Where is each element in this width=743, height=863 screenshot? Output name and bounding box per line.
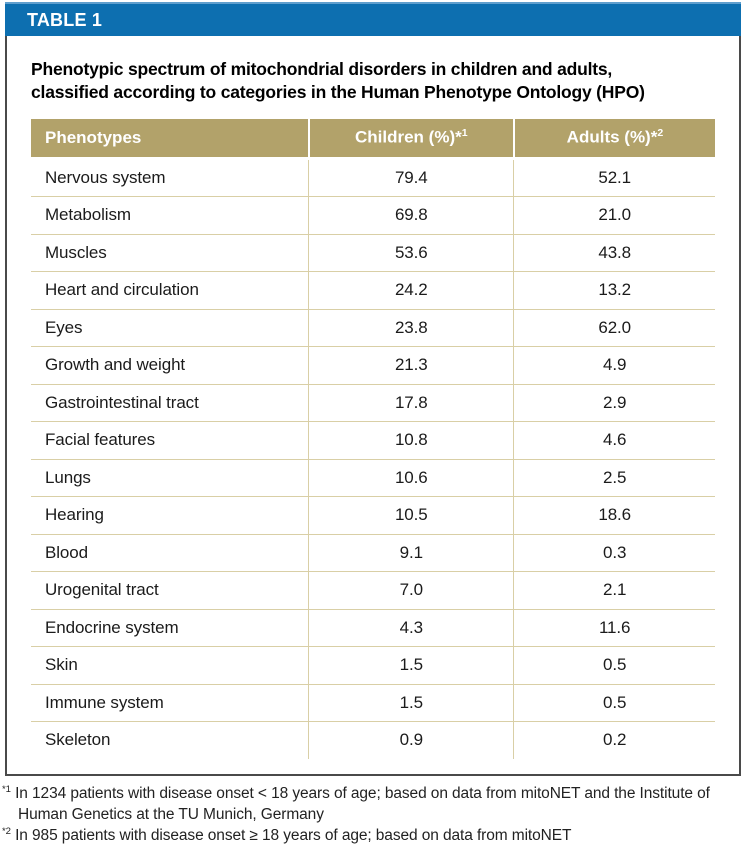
adults-value-cell: 62.0 — [513, 308, 715, 347]
table-row: Heart and circulation 24.2 13.2 — [31, 271, 715, 309]
children-value-cell: 1.5 — [308, 683, 514, 722]
adults-value-cell: 2.1 — [513, 571, 715, 609]
table-row: Facial features 10.8 4.6 — [31, 421, 715, 459]
phenotype-cell: Eyes — [31, 308, 309, 347]
table-row: Blood 9.1 0.3 — [31, 533, 715, 572]
table-title-line1: Phenotypic spectrum of mitochondrial dis… — [31, 59, 613, 79]
column-header-label: Adults (%)* — [566, 127, 658, 147]
adults-value-cell: 2.5 — [513, 458, 715, 497]
adults-value-cell: 52.1 — [513, 158, 715, 197]
footnote-marker: *1 — [2, 783, 11, 795]
phenotype-cell: Urogenital tract — [31, 571, 309, 609]
children-value-cell: 17.8 — [308, 383, 514, 422]
children-value-cell: 10.6 — [308, 458, 514, 497]
children-value-cell: 53.6 — [308, 233, 514, 272]
adults-value-cell: 13.2 — [513, 271, 715, 309]
adults-value-cell: 43.8 — [513, 233, 715, 272]
table-row: Endocrine system 4.3 11.6 — [31, 608, 715, 647]
column-header-label: Phenotypes — [45, 127, 142, 147]
adults-value-cell: 0.5 — [513, 646, 715, 684]
table-row: Gastrointestinal tract 17.8 2.9 — [31, 383, 715, 422]
phenotype-cell: Immune system — [31, 683, 309, 722]
children-value-cell: 24.2 — [308, 271, 514, 309]
table-row: Lungs 10.6 2.5 — [31, 458, 715, 497]
footnote-1: *1 In 1234 patients with disease onset <… — [2, 783, 739, 826]
table-row: Nervous system 79.4 52.1 — [31, 158, 715, 197]
phenotype-cell: Growth and weight — [31, 346, 309, 384]
footnote-text: In 1234 patients with disease onset < 18… — [15, 784, 710, 824]
column-header-footnote-ref: 2 — [657, 127, 664, 140]
table-row: Metabolism 69.8 21.0 — [31, 196, 715, 234]
footnote-2: *2 In 985 patients with disease onset ≥ … — [2, 825, 739, 847]
table-row: Skin 1.5 0.5 — [31, 646, 715, 684]
adults-value-cell: 2.9 — [513, 383, 715, 422]
table-container: Phenotypic spectrum of mitochondrial dis… — [5, 36, 741, 776]
table-banner: TABLE 1 — [5, 2, 741, 36]
column-header-label: Children (%)* — [355, 127, 462, 147]
children-value-cell: 69.8 — [308, 196, 514, 234]
adults-value-cell: 21.0 — [513, 196, 715, 234]
footnotes: *1 In 1234 patients with disease onset <… — [2, 783, 739, 847]
phenotype-cell: Blood — [31, 533, 309, 572]
phenotype-cell: Hearing — [31, 496, 309, 534]
children-value-cell: 79.4 — [308, 158, 514, 197]
table-row: Hearing 10.5 18.6 — [31, 496, 715, 534]
children-value-cell: 1.5 — [308, 646, 514, 684]
phenotype-table: Phenotypes Children (%)*1 Adults (%)*2 N… — [31, 118, 715, 759]
phenotype-cell: Metabolism — [31, 196, 309, 234]
table-header-row: Phenotypes Children (%)*1 Adults (%)*2 — [31, 118, 715, 160]
adults-value-cell: 18.6 — [513, 496, 715, 534]
adults-value-cell: 0.3 — [513, 533, 715, 572]
table-row: Immune system 1.5 0.5 — [31, 683, 715, 722]
children-value-cell: 4.3 — [308, 608, 514, 647]
adults-value-cell: 4.9 — [513, 346, 715, 384]
table-row: Urogenital tract 7.0 2.1 — [31, 571, 715, 609]
adults-value-cell: 4.6 — [513, 421, 715, 459]
footnote-marker: *2 — [2, 826, 11, 838]
children-value-cell: 7.0 — [308, 571, 514, 609]
children-value-cell: 10.8 — [308, 421, 514, 459]
phenotype-cell: Endocrine system — [31, 608, 309, 647]
phenotype-cell: Gastrointestinal tract — [31, 383, 309, 422]
adults-value-cell: 0.5 — [513, 683, 715, 722]
children-value-cell: 21.3 — [308, 346, 514, 384]
table-header: Phenotypes Children (%)*1 Adults (%)*2 — [31, 118, 715, 160]
table-row: Eyes 23.8 62.0 — [31, 308, 715, 347]
children-value-cell: 23.8 — [308, 308, 514, 347]
column-header-phenotypes: Phenotypes — [31, 118, 309, 160]
column-header-footnote-ref: 1 — [461, 127, 468, 140]
table-title: Phenotypic spectrum of mitochondrial dis… — [31, 58, 715, 104]
children-value-cell: 0.9 — [308, 721, 514, 759]
children-value-cell: 9.1 — [308, 533, 514, 572]
adults-value-cell: 0.2 — [513, 721, 715, 759]
children-value-cell: 10.5 — [308, 496, 514, 534]
phenotype-cell: Muscles — [31, 233, 309, 272]
table-row: Growth and weight 21.3 4.9 — [31, 346, 715, 384]
table-row: Skeleton 0.9 0.2 — [31, 721, 715, 759]
phenotype-cell: Nervous system — [45, 167, 166, 187]
adults-value-cell: 11.6 — [513, 608, 715, 647]
table-body: Nervous system 79.4 52.1 Metabolism 69.8 21.0… — [31, 158, 715, 759]
phenotype-cell: Facial features — [31, 421, 309, 459]
phenotype-cell: Skeleton — [31, 721, 309, 759]
table-title-line2: classified according to categories in th… — [31, 81, 645, 102]
footnote-text: In 985 patients with disease onset ≥ 18 … — [15, 827, 572, 845]
column-header-adults: Adults (%)*2 — [512, 118, 715, 160]
phenotype-cell: Lungs — [31, 458, 309, 497]
phenotype-cell: Heart and circulation — [31, 271, 309, 309]
table-row: Muscles 53.6 43.8 — [31, 233, 715, 272]
phenotype-cell: Skin — [31, 646, 309, 684]
column-header-children: Children (%)*1 — [307, 118, 514, 160]
table-banner-label: TABLE 1 — [27, 9, 103, 30]
